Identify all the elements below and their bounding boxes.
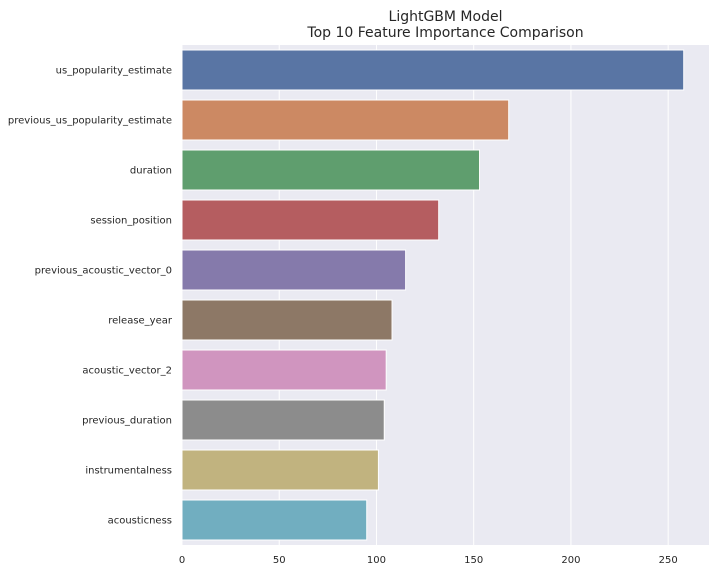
y-tick-label: duration: [130, 166, 172, 177]
y-tick-label: acoustic_vector_2: [82, 366, 172, 377]
y-tick-label: previous_duration: [82, 416, 172, 427]
x-tick-label: 250: [659, 555, 678, 566]
x-tick-label: 150: [464, 555, 483, 566]
x-tick-label: 100: [367, 555, 386, 566]
y-tick-label: previous_acoustic_vector_0: [35, 266, 172, 277]
plot-background: [182, 45, 709, 545]
y-tick-label: acousticness: [108, 516, 172, 527]
bar-us-popularity-estimate: [181, 49, 685, 91]
x-tick-label: 200: [561, 555, 580, 566]
bar-release-year: [181, 299, 393, 341]
bar-acousticness: [181, 499, 368, 541]
x-tick-label: 50: [273, 555, 286, 566]
y-tick-label: previous_us_popularity_estimate: [8, 116, 172, 127]
chart-title-line-2: Top 10 Feature Importance Comparison: [307, 25, 584, 41]
chart-title-line-1: LightGBM Model: [388, 9, 503, 25]
bar-instrumentalness: [181, 449, 379, 491]
bar-previous-acoustic-vector-0: [181, 249, 407, 291]
bar-session-position: [181, 199, 440, 241]
x-tick-label: 0: [179, 555, 185, 566]
bar-previous-duration: [181, 399, 385, 441]
y-tick-label: release_year: [108, 316, 173, 327]
bar-acoustic-vector-2: [181, 349, 387, 391]
y-tick-label: session_position: [90, 216, 172, 227]
y-tick-label: us_popularity_estimate: [56, 66, 172, 77]
bar-previous-us-popularity-estimate: [181, 99, 510, 141]
bar-duration: [181, 149, 481, 191]
y-tick-label: instrumentalness: [85, 466, 172, 477]
